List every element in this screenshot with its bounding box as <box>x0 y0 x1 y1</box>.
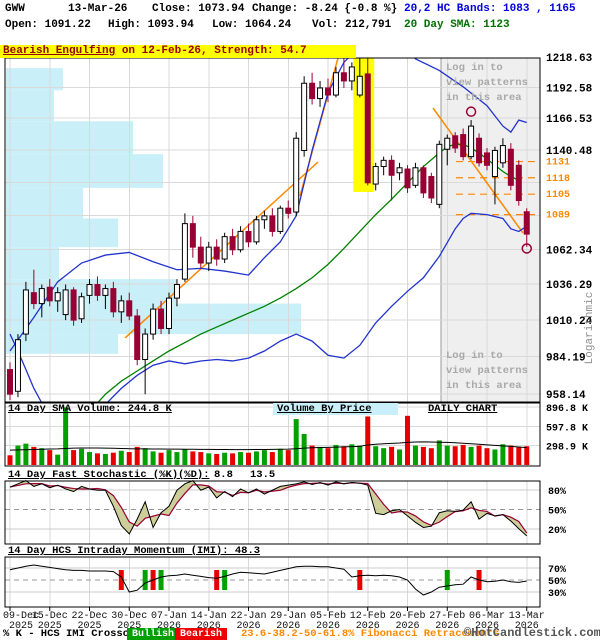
pattern-banner-text: on 12-Feb-26, Strength: 54.7 <box>115 45 307 57</box>
svg-text:597.8 K: 597.8 K <box>546 423 588 434</box>
svg-text:984.19: 984.19 <box>546 352 586 364</box>
svg-text:1131: 1131 <box>546 158 570 169</box>
date-tick: 27-Feb 2026 <box>429 610 465 632</box>
volume-sma-title[interactable]: 14 Day SMA Volume: 244.8 K <box>8 403 172 415</box>
volume-panel-layer <box>4 402 541 467</box>
quote-change: Change: -8.24 {-0.8 %} <box>252 3 398 15</box>
bearish-badge[interactable]: Bearish <box>175 628 228 640</box>
imi-signal-bullish <box>222 570 228 590</box>
date-tick: 05-Feb 2026 <box>310 610 346 632</box>
date-tick: 09-Dec 2025 <box>3 611 39 632</box>
svg-text:50%: 50% <box>548 507 566 518</box>
main-chart-layer <box>5 58 540 402</box>
imi-signal-bullish <box>444 570 450 590</box>
svg-text:1089: 1089 <box>546 211 570 222</box>
svg-text:1062.34: 1062.34 <box>546 245 593 257</box>
imi-signal-bullish <box>142 570 148 590</box>
ticker-symbol: GWW <box>5 3 25 15</box>
svg-text:1166.53: 1166.53 <box>546 114 593 126</box>
date-tick: 22-Dec 2025 <box>71 611 107 632</box>
imi-signal-bearish <box>214 570 220 590</box>
date-tick: 13-Mar 2026 <box>509 611 545 632</box>
daily-chart-link[interactable]: DAILY CHART <box>428 403 498 415</box>
log-scale-label: Logarithmic <box>584 292 596 365</box>
bullish-badge[interactable]: Bullish <box>127 628 180 640</box>
stochastic-k-value: 8.8 <box>214 469 233 481</box>
date-tick: 29-Jan 2026 <box>270 611 306 632</box>
hc-bands-value: 20,2 HC Bands: 1083 , 1165 <box>404 3 576 15</box>
fibonacci-legend[interactable]: 23.6-38.2-50-61.8% Fibonacci Retracement… <box>241 628 500 640</box>
imi-signal-bearish <box>118 570 124 590</box>
svg-text:896.8 K: 896.8 K <box>546 404 588 415</box>
imi-title[interactable]: 14 Day HCS Intraday Momentum (IMI): 48.3 <box>8 545 261 557</box>
login-overlay-top[interactable]: Log in to view patterns in this area <box>446 62 528 104</box>
svg-text:1010.24: 1010.24 <box>546 316 593 328</box>
svg-text:80%: 80% <box>548 487 566 498</box>
quote-close: Close: 1073.94 <box>152 3 245 15</box>
imi-signal-bullish <box>158 570 164 590</box>
svg-text:1192.58: 1192.58 <box>546 83 593 95</box>
crossover-legend: % K - HCS IMI Crossover, <box>3 628 155 640</box>
pattern-banner: Bearish Engulfing on 12-Feb-26, Strength… <box>0 45 356 58</box>
sma20-value: 20 Day SMA: 1123 <box>404 19 510 31</box>
copyright-link[interactable]: ©HotCandlestick.com <box>464 626 600 640</box>
svg-text:70%: 70% <box>548 565 566 576</box>
date-tick: 14-Jan 2026 <box>191 611 227 632</box>
date-tick: 06-Mar 2026 <box>469 611 505 632</box>
date-tick: 20-Feb 2026 <box>389 610 425 632</box>
quote-high: High: 1093.94 <box>108 19 194 31</box>
login-overlay-bottom[interactable]: Log in to view patterns in this area <box>446 350 528 392</box>
quote-date: 13-Mar-26 <box>68 3 128 15</box>
svg-text:1036.29: 1036.29 <box>546 280 592 292</box>
svg-text:1105: 1105 <box>546 190 570 201</box>
stochastic-d-label[interactable]: (%D): <box>178 469 210 481</box>
imi-panel-layer <box>4 556 541 611</box>
svg-text:30%: 30% <box>548 589 566 600</box>
quote-open: Open: 1091.22 <box>5 19 91 31</box>
date-tick: 30-Dec 2025 <box>111 611 147 632</box>
stochastic-d-value: 13.5 <box>250 469 276 481</box>
stochastic-panel-layer <box>4 480 541 545</box>
axis-labels: 1218.63 1192.58 1166.53 1140.48 1062.34 1036.… <box>3 53 596 632</box>
stochastic-title[interactable]: 14 Day Fast Stochastic (%K) <box>8 469 179 481</box>
svg-text:298.9 K: 298.9 K <box>546 443 588 454</box>
pattern-link[interactable]: Bearish Engulfing <box>3 45 116 57</box>
svg-text:20%: 20% <box>548 526 566 537</box>
svg-text:50%: 50% <box>548 577 566 588</box>
date-tick: 15-Dec 2025 <box>32 611 68 632</box>
quote-low: Low: 1064.24 <box>212 19 292 31</box>
date-tick: 12-Feb 2026 <box>350 610 386 632</box>
quote-volume: Vol: 212,791 <box>312 19 392 31</box>
svg-text:958.14: 958.14 <box>546 390 586 402</box>
svg-text:1118: 1118 <box>546 174 570 185</box>
date-tick: 22-Jan 2026 <box>230 611 266 632</box>
svg-text:1218.63: 1218.63 <box>546 53 593 65</box>
date-tick: 07-Jan 2026 <box>151 611 187 632</box>
svg-text:1140.48: 1140.48 <box>546 146 593 158</box>
volume-by-price-link[interactable]: Volume By Price <box>273 403 398 415</box>
imi-signal-bearish <box>357 570 363 590</box>
